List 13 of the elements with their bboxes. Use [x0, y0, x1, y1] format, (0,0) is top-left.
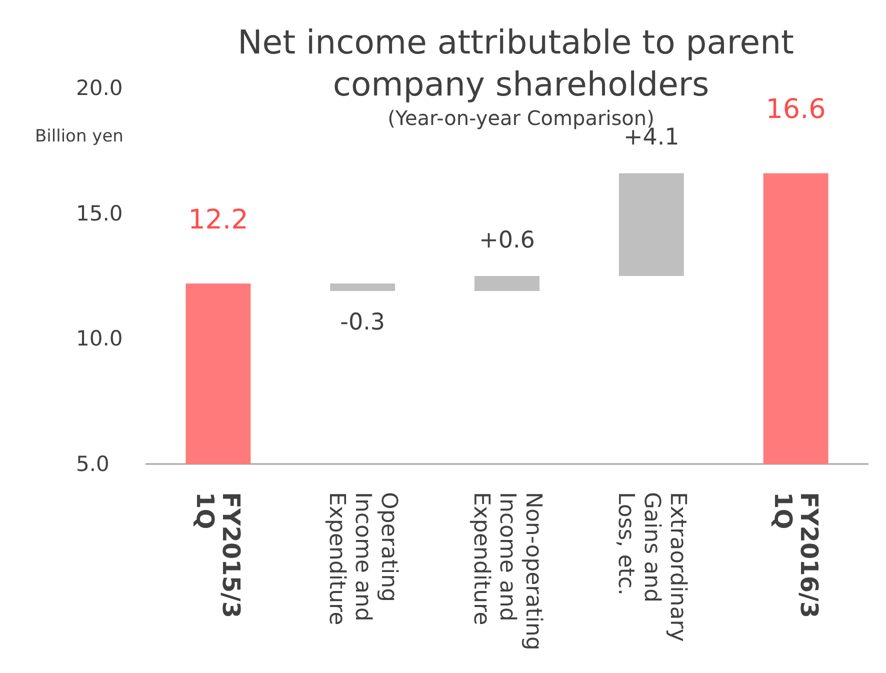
data-label: 12.2	[188, 204, 248, 236]
x-tick-label: Operating Income and Expenditure	[324, 492, 402, 626]
y-tick-label: 15.0	[76, 201, 123, 226]
y-tick-label: 20.0	[76, 76, 123, 100]
x-tick-label: FY2016/3 1Q	[768, 492, 823, 618]
y-tick-label: 10.0	[76, 326, 123, 351]
y-axis-title: Billion yen	[35, 126, 124, 146]
y-tick-label: 5.0	[76, 452, 110, 476]
x-tick-label: Non-operating Income and Expenditure	[468, 492, 546, 650]
data-label: -0.3	[340, 310, 386, 336]
x-tick-label: Extraordinary Gains and Loss, etc.	[612, 492, 690, 642]
data-label: +0.6	[479, 228, 535, 254]
x-tick-label: FY2015/3 1Q	[191, 492, 246, 618]
